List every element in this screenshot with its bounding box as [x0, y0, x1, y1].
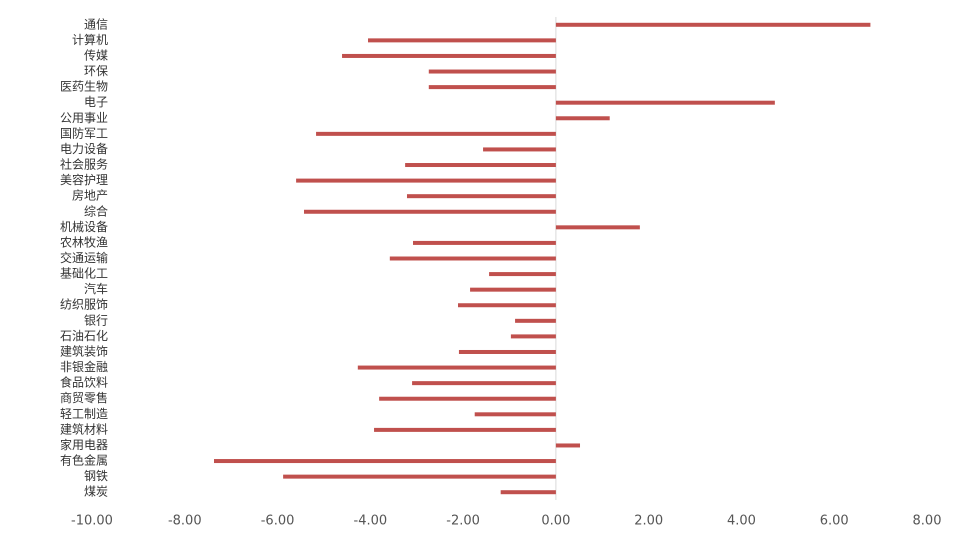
x-tick-label: 2.00	[634, 514, 663, 529]
y-tick-label: 煤炭	[84, 485, 108, 499]
x-tick-label: -6.00	[261, 514, 295, 529]
bar	[555, 225, 640, 230]
bar	[283, 474, 556, 479]
bar	[470, 287, 556, 292]
bar	[413, 240, 556, 245]
bar	[303, 209, 556, 214]
bar	[555, 443, 581, 448]
bar	[214, 459, 556, 464]
bar	[374, 427, 556, 432]
y-tick-label: 银行	[84, 313, 108, 327]
y-tick-label: 农林牧渔	[60, 235, 108, 249]
bar	[296, 178, 556, 183]
y-tick-label: 通信	[84, 17, 108, 31]
y-tick-label: 汽车	[84, 281, 108, 296]
bar	[500, 490, 556, 495]
y-tick-label: 社会服务	[60, 157, 108, 172]
y-tick-label: 纺织服饰	[60, 298, 108, 312]
bar	[405, 163, 556, 168]
x-tick-label: 6.00	[820, 514, 849, 529]
y-tick-label: 传媒	[84, 47, 108, 62]
y-tick-label: 有色金属	[60, 453, 108, 468]
bar	[515, 318, 556, 323]
bar	[510, 334, 556, 339]
y-tick-label: 钢铁	[84, 469, 108, 483]
y-tick-label: 国防军工	[60, 125, 108, 140]
bar	[357, 365, 556, 370]
bar	[316, 131, 556, 136]
y-tick-label: 建筑材料	[60, 421, 108, 436]
y-tick-label: 非银金融	[60, 359, 108, 374]
x-tick-label: -4.00	[354, 514, 388, 529]
x-tick-label: 8.00	[913, 514, 942, 529]
y-tick-label: 医药生物	[60, 80, 108, 94]
bar	[555, 22, 871, 27]
y-tick-label: 基础化工	[60, 267, 108, 281]
y-tick-label: 综合	[84, 203, 108, 218]
y-tick-label: 建筑装饰	[60, 343, 108, 358]
bar	[555, 100, 775, 105]
y-tick-label: 商贸零售	[60, 390, 108, 405]
bar	[342, 53, 556, 58]
x-tick-label: -2.00	[446, 514, 480, 529]
y-tick-label: 环保	[84, 64, 108, 78]
y-tick-label: 房地产	[72, 188, 108, 203]
bar	[458, 349, 556, 354]
y-tick-label: 石油石化	[60, 329, 108, 343]
bar	[489, 272, 556, 277]
y-tick-label: 电子	[84, 95, 108, 109]
bar	[428, 85, 556, 90]
bar	[379, 396, 556, 401]
bar	[368, 38, 556, 43]
y-tick-label: 家用电器	[60, 437, 108, 452]
y-tick-label: 电力设备	[60, 142, 108, 156]
bar	[412, 381, 556, 386]
bar	[555, 116, 610, 121]
x-tick-label: 4.00	[727, 514, 756, 529]
y-tick-label: 食品饮料	[60, 375, 108, 390]
y-tick-label: 交通运输	[60, 250, 108, 265]
x-tick-label: -8.00	[168, 514, 202, 529]
bar	[474, 412, 556, 417]
bar	[458, 303, 556, 308]
y-tick-label: 轻工制造	[60, 407, 108, 421]
bar	[428, 69, 556, 74]
bar	[483, 147, 556, 152]
y-tick-label: 机械设备	[60, 219, 108, 234]
y-tick-label: 美容护理	[60, 172, 108, 187]
bar	[406, 194, 556, 199]
y-tick-label: 计算机	[72, 32, 108, 47]
x-tick-label: -10.00	[71, 514, 113, 529]
x-tick-label: 0.00	[541, 514, 570, 529]
bar	[389, 256, 556, 261]
y-tick-label: 公用事业	[60, 111, 108, 125]
